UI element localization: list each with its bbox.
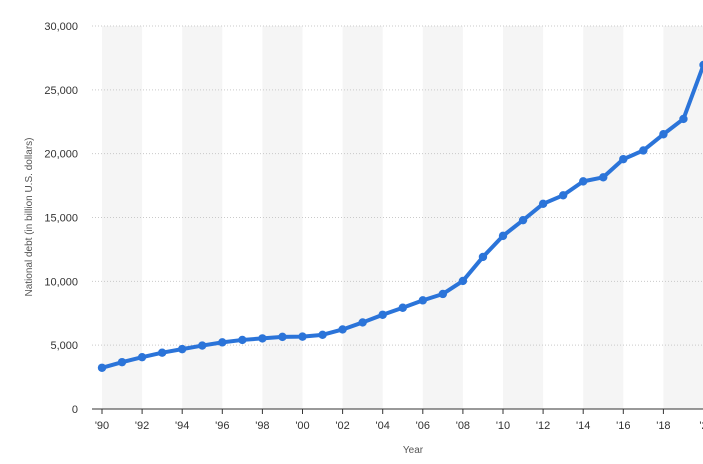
data-point	[498, 231, 508, 241]
data-point	[97, 363, 107, 372]
data-point	[198, 341, 207, 350]
data-point	[318, 330, 327, 340]
x-tick-label: '04	[376, 420, 390, 432]
debt-series	[97, 60, 703, 372]
x-tick-label: '06	[416, 420, 430, 432]
data-point	[418, 296, 427, 305]
y-tick-label: 15,000	[44, 213, 78, 225]
data-point	[278, 332, 287, 342]
x-tick-label: '02	[335, 420, 349, 432]
data-point	[599, 173, 608, 182]
x-tick-label: '12	[536, 420, 550, 432]
data-point	[679, 114, 688, 124]
data-point	[157, 348, 167, 357]
x-tick-label: '18	[656, 420, 670, 432]
data-point	[659, 130, 668, 139]
data-point	[137, 352, 147, 362]
data-point	[639, 146, 648, 155]
x-tick-label: '00	[295, 420, 309, 432]
x-tick-label: '92	[135, 420, 149, 432]
data-point	[178, 344, 187, 354]
y-axis-ticks: 0 5,000 10,000 15,000 20,000 25,000 30,000	[44, 21, 78, 416]
y-tick-label: 25,000	[44, 85, 78, 97]
y-axis-title: National debt (in billion U.S. dollars)	[24, 138, 35, 297]
data-point	[558, 191, 568, 200]
y-tick-label: 20,000	[44, 149, 78, 161]
x-tick-label: '08	[456, 420, 470, 432]
y-tick-label: 5,000	[50, 340, 78, 352]
data-point	[298, 332, 307, 341]
year-band	[583, 26, 624, 409]
data-point	[619, 154, 628, 164]
data-point	[398, 303, 407, 312]
data-point	[117, 357, 127, 367]
year-band	[422, 26, 463, 409]
data-point	[218, 338, 227, 347]
x-axis-title: Year	[403, 445, 424, 456]
data-point	[338, 325, 347, 334]
x-tick-label: '10	[496, 420, 510, 432]
x-tick-label: '14	[576, 420, 590, 432]
data-point	[358, 318, 367, 327]
alternating-year-bands	[102, 26, 703, 409]
data-point	[579, 177, 588, 186]
data-point	[378, 310, 387, 319]
x-tick-label: '98	[255, 420, 269, 432]
x-tick-label: '96	[215, 420, 229, 432]
data-point	[258, 334, 267, 343]
data-point	[518, 215, 528, 225]
data-point	[438, 289, 448, 299]
data-point	[478, 252, 488, 262]
data-point	[699, 60, 703, 70]
y-tick-label: 0	[72, 404, 78, 416]
x-tick-label: '16	[616, 420, 630, 432]
y-gridlines	[92, 25, 703, 410]
x-tick-label: '94	[175, 420, 189, 432]
x-tick-label: '90	[95, 420, 109, 432]
x-tick-label: '2	[699, 420, 703, 432]
data-point	[458, 276, 468, 286]
y-tick-label: 10,000	[44, 276, 78, 288]
data-point	[538, 199, 548, 209]
data-point	[238, 335, 247, 345]
y-tick-label: 30,000	[44, 21, 78, 33]
x-axis-ticks: '90 '92 '94 '96 '98 '00 '02 '04 '06 '08 '10 '12 '14 '…	[95, 409, 703, 432]
